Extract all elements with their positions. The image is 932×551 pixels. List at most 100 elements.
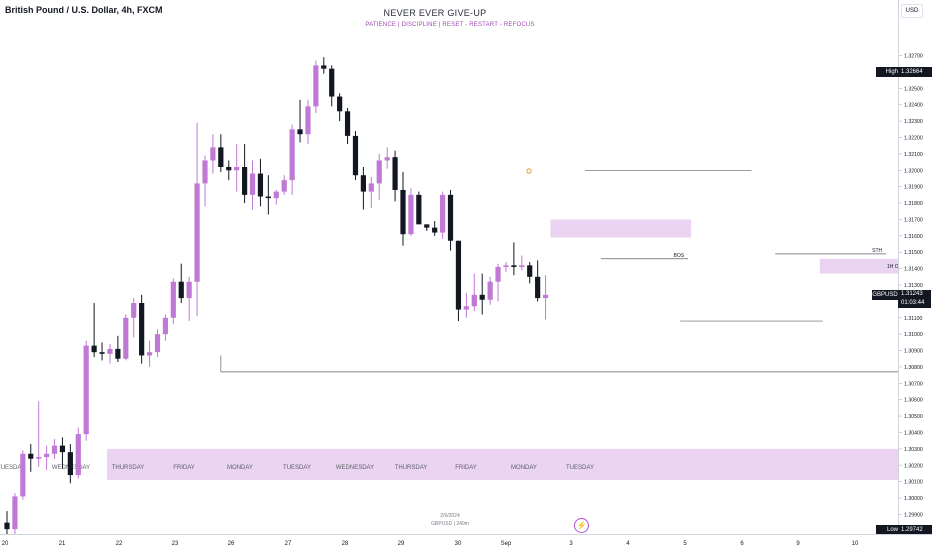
currency-selector[interactable]: USD <box>901 4 923 18</box>
countdown: 01:03:44 <box>901 300 925 306</box>
price-axis[interactable]: 1.298001.299001.300001.301001.302001.303… <box>898 0 932 534</box>
candle <box>360 167 366 210</box>
candle <box>226 160 232 181</box>
candle-body <box>447 194 454 241</box>
price-tick-label: 1.30600 <box>904 398 923 404</box>
candle-body <box>162 317 168 335</box>
candle <box>440 191 446 240</box>
candle <box>408 188 414 236</box>
candle-body <box>519 265 525 267</box>
candle-body <box>4 522 10 530</box>
candle-body <box>170 281 176 318</box>
session-label: FRIDAY <box>173 465 195 471</box>
candle <box>75 427 81 479</box>
price-tick-label: 1.30700 <box>904 381 923 387</box>
candle-body <box>146 352 153 356</box>
zone-0 <box>550 219 692 238</box>
candle <box>281 175 287 195</box>
zone-2 <box>106 448 932 481</box>
candle-body <box>495 266 501 282</box>
candle-body <box>297 129 303 135</box>
candle-body <box>51 445 58 454</box>
low-price-tag: Low 1.29742 <box>876 525 932 535</box>
candle-body <box>249 173 256 195</box>
symbol-title[interactable]: British Pound / U.S. Dollar, 4h, FXCM <box>5 5 163 15</box>
candle <box>289 124 295 195</box>
candle-body <box>392 157 398 190</box>
price-tick-label: 1.31300 <box>904 283 923 289</box>
time-tick-label: 22 <box>116 541 123 547</box>
candle <box>455 240 462 322</box>
candle-body <box>440 194 446 233</box>
candle-body <box>329 68 335 97</box>
candle <box>392 150 398 202</box>
candle <box>527 262 533 284</box>
candle <box>194 122 200 317</box>
time-tick-label: 5 <box>683 541 687 547</box>
price-tick-label: 1.32500 <box>904 86 923 92</box>
candle-body <box>210 147 216 161</box>
time-tick-label: 29 <box>398 541 405 547</box>
low-label: Low <box>876 525 900 535</box>
candle <box>424 224 430 231</box>
chart-headline: NEVER EVER GIVE-UP <box>383 8 487 18</box>
candle <box>479 273 485 315</box>
candle-body <box>99 352 105 354</box>
candle <box>67 443 73 484</box>
candle-body <box>535 276 541 299</box>
candle <box>337 93 343 122</box>
candle <box>51 439 58 459</box>
lightning-icon[interactable]: ⚡ <box>574 518 589 533</box>
price-tick-label: 1.30100 <box>904 480 923 486</box>
candle <box>376 153 382 200</box>
candle <box>234 144 240 192</box>
candle-body <box>384 157 390 161</box>
candle <box>59 437 66 469</box>
candle <box>44 445 50 471</box>
price-tick-label: 1.30000 <box>904 496 923 502</box>
time-axis[interactable]: 20 21 22 23 26 27 28 29 30 Sep 3 4 5 6 9 10 <box>0 534 932 551</box>
candle-body <box>273 191 279 199</box>
price-tick-label: 1.31000 <box>904 332 923 338</box>
candle-body <box>408 194 414 235</box>
candle <box>321 57 327 74</box>
time-tick-label: Sep <box>501 541 512 547</box>
candle <box>139 294 145 364</box>
candle <box>20 450 26 500</box>
candle-body <box>305 106 311 135</box>
candle <box>257 158 264 207</box>
candle-body <box>455 240 462 310</box>
candle-body <box>503 265 509 267</box>
price-tick-label: 1.32000 <box>904 168 923 174</box>
candle <box>154 329 161 358</box>
session-label: MONDAY <box>511 465 537 471</box>
time-tick-label: 6 <box>740 541 744 547</box>
time-tick-label: 3 <box>569 541 573 547</box>
time-tick-label: 9 <box>796 541 800 547</box>
candle-body <box>289 129 295 181</box>
candle <box>344 108 351 145</box>
price-tick-label: 1.29900 <box>904 512 923 518</box>
candle-body <box>424 224 430 228</box>
price-tick-label: 1.32400 <box>904 103 923 109</box>
candle <box>123 314 129 361</box>
candle <box>400 171 406 246</box>
candle <box>297 99 303 143</box>
candle-body <box>115 348 121 359</box>
candle <box>83 340 89 441</box>
candle <box>162 314 168 341</box>
candle-body <box>154 334 161 353</box>
chart-subline: PATIENCE | DISCIPLINE | RESET - RESTART … <box>365 22 535 28</box>
candle-body <box>12 496 18 530</box>
last-price-box: 1.31243 01:03:44 <box>898 290 931 308</box>
watermark-date: 2/9/2024 <box>440 513 460 519</box>
candle-body <box>313 65 319 107</box>
price-tick-label: 1.32300 <box>904 119 923 125</box>
candle <box>384 147 390 169</box>
symbol-label: GBPUSD <box>872 290 898 300</box>
session-label: TUESDAY <box>283 465 311 471</box>
candle <box>471 273 477 312</box>
candle <box>28 443 34 472</box>
